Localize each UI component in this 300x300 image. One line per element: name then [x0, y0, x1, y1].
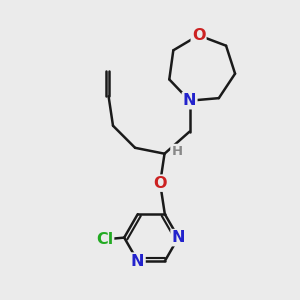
Text: N: N	[131, 254, 145, 268]
Text: O: O	[192, 28, 205, 43]
Text: O: O	[153, 176, 167, 190]
Text: H: H	[171, 145, 182, 158]
Text: N: N	[172, 230, 185, 245]
Text: N: N	[183, 93, 196, 108]
Text: Cl: Cl	[96, 232, 113, 247]
